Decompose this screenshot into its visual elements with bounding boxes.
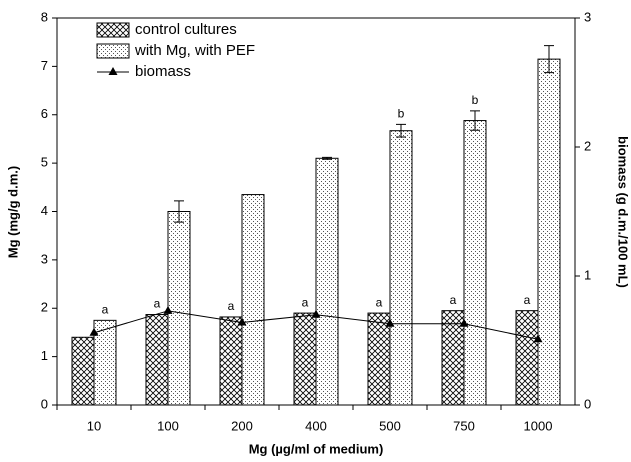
y-tick-label: 4 — [41, 203, 48, 218]
bar — [537, 58, 561, 406]
significance-letter: a — [102, 303, 109, 317]
x-tick-label: 400 — [305, 418, 327, 433]
marker — [533, 334, 543, 343]
bar — [241, 194, 265, 406]
bar — [167, 211, 191, 406]
significance-letter: a — [524, 293, 531, 307]
y2-axis-title: biomass (g d.m./100 mL) — [616, 136, 631, 288]
x-tick-label: 100 — [157, 418, 179, 433]
x-tick-label: 750 — [453, 418, 475, 433]
y2-tick-label: 2 — [584, 138, 591, 153]
y-tick-label: 6 — [41, 106, 48, 121]
y-tick-label: 0 — [41, 396, 48, 411]
bar — [293, 312, 317, 406]
y-tick-label: 2 — [41, 300, 48, 315]
y-tick-label: 7 — [41, 58, 48, 73]
y-tick-label: 8 — [41, 9, 48, 24]
significance-letter: a — [450, 293, 457, 307]
bar — [219, 316, 243, 406]
bar — [71, 336, 95, 406]
significance-letter: b — [398, 107, 405, 121]
marker — [237, 317, 247, 326]
significance-letter: b — [472, 93, 479, 107]
bar — [367, 312, 391, 406]
y2-tick-label: 3 — [584, 9, 591, 24]
x-tick-label: 1000 — [524, 418, 553, 433]
marker — [385, 318, 395, 327]
error-bar — [396, 123, 406, 138]
y2-tick-label: 1 — [584, 267, 591, 282]
error-bar — [544, 45, 554, 74]
y-axis-title: Mg (mg/g d.m.) — [5, 166, 20, 258]
legend-marker — [108, 67, 118, 75]
significance-letter: a — [302, 295, 309, 309]
error-bar — [322, 156, 332, 160]
marker — [311, 309, 321, 318]
bar — [463, 120, 487, 406]
y-tick-label: 5 — [41, 155, 48, 170]
y-tick-label: 3 — [41, 251, 48, 266]
marker — [459, 318, 469, 327]
legend-swatch — [96, 43, 130, 59]
error-bar — [174, 200, 184, 223]
significance-letter: a — [154, 297, 161, 311]
legend-swatch — [96, 22, 130, 38]
bar — [515, 310, 539, 406]
x-tick-label: 10 — [87, 418, 101, 433]
bar — [93, 319, 117, 406]
error-bar — [470, 110, 480, 131]
significance-letter: a — [376, 295, 383, 309]
marker — [163, 305, 173, 314]
y-tick-label: 1 — [41, 348, 48, 363]
legend-label: control cultures — [135, 21, 237, 38]
significance-letter: a — [228, 299, 235, 313]
bar — [145, 314, 169, 406]
x-tick-label: 500 — [379, 418, 401, 433]
marker — [89, 327, 99, 336]
legend-label: biomass — [135, 63, 191, 80]
bar — [389, 130, 413, 406]
x-tick-label: 200 — [231, 418, 253, 433]
x-axis-title: Mg (µg/ml of medium) — [249, 441, 384, 456]
legend-label: with Mg, with PEF — [134, 42, 255, 59]
y2-tick-label: 0 — [584, 396, 591, 411]
bar — [315, 157, 339, 406]
